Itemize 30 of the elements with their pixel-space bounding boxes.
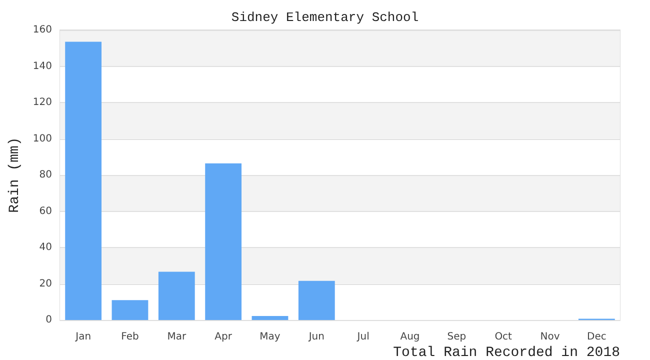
x-tick-label: Nov xyxy=(540,332,560,342)
x-tick-label: Aug xyxy=(400,332,420,342)
y-tick-label: 0 xyxy=(46,314,52,326)
y-tick-label: 20 xyxy=(39,278,52,290)
chart-title: Sidney Elementary School xyxy=(231,10,419,25)
x-tick-label: Oct xyxy=(494,332,512,342)
bar xyxy=(298,280,335,320)
bar xyxy=(65,42,102,320)
y-tick-label: 160 xyxy=(32,24,52,36)
y-tick-label: 100 xyxy=(32,133,52,144)
x-tick-label: Sep xyxy=(447,332,466,342)
x-tick-label: Jan xyxy=(74,332,92,342)
x-axis-title: Total Rain Recorded in 2018 xyxy=(393,345,620,360)
y-tick-label: 140 xyxy=(32,60,52,72)
x-tick-label: Mar xyxy=(167,332,187,342)
x-tick-label: Jun xyxy=(308,332,324,342)
x-tick-label: Apr xyxy=(214,332,233,342)
y-axis-title: Rain (mm) xyxy=(7,137,23,213)
y-tick-label: 40 xyxy=(39,242,52,253)
bar xyxy=(252,316,288,320)
x-tick-label: Jul xyxy=(356,332,370,342)
bar xyxy=(158,272,195,320)
y-tick-label: 120 xyxy=(32,97,52,108)
x-tick-label: May xyxy=(260,332,280,342)
y-tick-label: 80 xyxy=(39,170,52,180)
x-tick-label: Feb xyxy=(121,332,139,342)
bar xyxy=(205,163,242,320)
y-tick-label: 60 xyxy=(39,206,52,217)
bar xyxy=(112,300,148,320)
x-tick-label: Dec xyxy=(586,332,606,342)
